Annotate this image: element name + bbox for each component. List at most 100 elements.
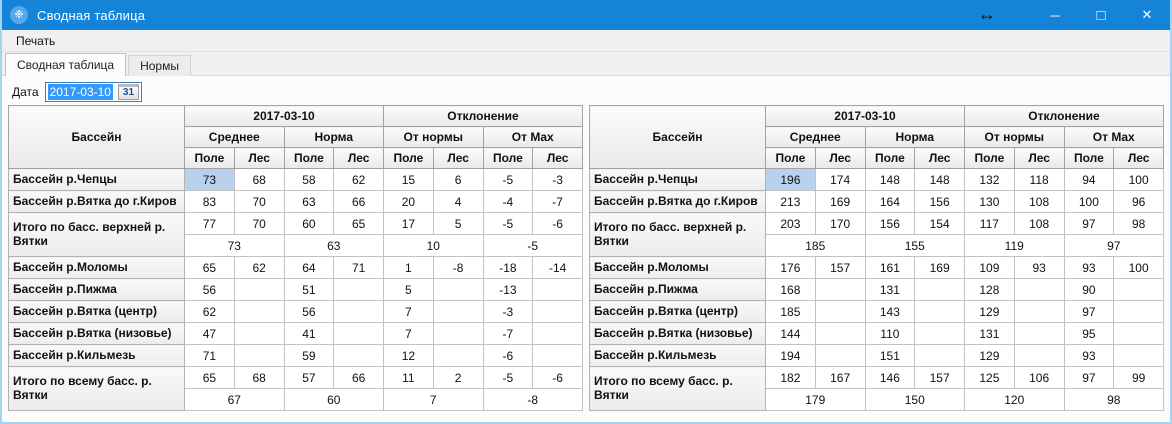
- data-cell[interactable]: 56: [184, 278, 235, 301]
- data-cell[interactable]: 108: [1013, 190, 1065, 213]
- data-cell[interactable]: -13: [482, 278, 534, 301]
- data-cell[interactable]: 1: [383, 256, 434, 279]
- row-label[interactable]: Бассейн р.Вятка (центр): [8, 300, 185, 323]
- data-cell[interactable]: 118: [1013, 168, 1065, 191]
- data-cell[interactable]: 97: [1063, 366, 1115, 389]
- data-cell[interactable]: 156: [914, 190, 965, 213]
- tab-summary-table[interactable]: Сводная таблица: [5, 53, 127, 76]
- data-cell[interactable]: [914, 322, 965, 345]
- data-cell[interactable]: 20: [383, 190, 434, 213]
- data-cell[interactable]: 64: [283, 256, 335, 279]
- row-label[interactable]: Бассейн р.Моломы: [589, 256, 766, 279]
- data-cell[interactable]: [1113, 278, 1164, 301]
- row-label[interactable]: Бассейн р.Моломы: [8, 256, 185, 279]
- data-cell[interactable]: -8: [432, 256, 484, 279]
- total-cell[interactable]: 155: [864, 234, 965, 257]
- data-cell[interactable]: [532, 300, 583, 323]
- row-label[interactable]: Бассейн р.Пижма: [589, 278, 766, 301]
- data-cell[interactable]: 7: [383, 300, 434, 323]
- data-cell[interactable]: -3: [482, 300, 534, 323]
- data-cell[interactable]: [432, 322, 484, 345]
- data-cell[interactable]: 60: [283, 212, 335, 235]
- data-cell[interactable]: 62: [233, 256, 285, 279]
- data-cell[interactable]: 129: [964, 344, 1015, 367]
- data-cell[interactable]: 17: [383, 212, 434, 235]
- data-cell[interactable]: -7: [532, 190, 583, 213]
- data-cell[interactable]: 83: [184, 190, 235, 213]
- row-label[interactable]: Бассейн р.Чепцы: [8, 168, 185, 191]
- data-cell[interactable]: [432, 300, 484, 323]
- data-cell[interactable]: 93: [1063, 256, 1115, 279]
- data-cell[interactable]: [333, 278, 384, 301]
- row-label[interactable]: Бассейн р.Кильмезь: [8, 344, 185, 367]
- data-cell[interactable]: 70: [233, 190, 285, 213]
- total-cell[interactable]: 98: [1063, 388, 1164, 411]
- data-cell[interactable]: [233, 344, 285, 367]
- data-cell[interactable]: [1013, 322, 1065, 345]
- data-cell[interactable]: 100: [1063, 190, 1115, 213]
- data-cell[interactable]: 56: [283, 300, 335, 323]
- data-cell[interactable]: 130: [964, 190, 1015, 213]
- data-cell[interactable]: 154: [914, 212, 965, 235]
- data-cell[interactable]: 169: [814, 190, 866, 213]
- data-cell[interactable]: 148: [864, 168, 916, 191]
- data-cell[interactable]: [233, 278, 285, 301]
- row-label[interactable]: Итого по всему басс. р. Вятки: [589, 366, 766, 411]
- data-cell[interactable]: [914, 300, 965, 323]
- data-cell[interactable]: 110: [864, 322, 916, 345]
- data-cell[interactable]: [333, 300, 384, 323]
- data-cell[interactable]: 100: [1113, 256, 1164, 279]
- data-cell[interactable]: 58: [283, 168, 335, 191]
- data-cell[interactable]: -6: [532, 366, 583, 389]
- data-cell[interactable]: 5: [432, 212, 484, 235]
- data-cell[interactable]: 164: [864, 190, 916, 213]
- row-label[interactable]: Бассейн р.Вятка (центр): [589, 300, 766, 323]
- data-cell[interactable]: [814, 278, 866, 301]
- calendar-button[interactable]: 31: [117, 84, 139, 100]
- data-cell[interactable]: 125: [964, 366, 1015, 389]
- row-label[interactable]: Бассейн р.Вятка до г.Киров: [8, 190, 185, 213]
- data-cell[interactable]: 168: [765, 278, 816, 301]
- data-cell[interactable]: 51: [283, 278, 335, 301]
- data-cell[interactable]: 96: [1113, 190, 1164, 213]
- data-cell[interactable]: [233, 322, 285, 345]
- data-cell[interactable]: 170: [814, 212, 866, 235]
- row-label[interactable]: Итого по всему басс. р. Вятки: [8, 366, 185, 411]
- data-cell[interactable]: -14: [532, 256, 583, 279]
- row-label[interactable]: Итого по басс. верхней р. Вятки: [589, 212, 766, 257]
- data-cell[interactable]: 99: [1113, 366, 1164, 389]
- data-cell[interactable]: 129: [964, 300, 1015, 323]
- data-cell[interactable]: 68: [233, 366, 285, 389]
- data-cell[interactable]: 15: [383, 168, 434, 191]
- data-cell[interactable]: 70: [233, 212, 285, 235]
- data-cell[interactable]: -5: [482, 366, 534, 389]
- data-cell[interactable]: 213: [765, 190, 816, 213]
- total-cell[interactable]: 63: [283, 234, 384, 257]
- total-cell[interactable]: -5: [482, 234, 583, 257]
- maximize-button[interactable]: □: [1096, 6, 1106, 24]
- data-cell[interactable]: 157: [814, 256, 866, 279]
- data-cell[interactable]: 5: [383, 278, 434, 301]
- data-cell[interactable]: 128: [964, 278, 1015, 301]
- data-cell[interactable]: 182: [765, 366, 816, 389]
- total-cell[interactable]: -8: [482, 388, 583, 411]
- data-cell[interactable]: 11: [383, 366, 434, 389]
- data-cell[interactable]: 132: [964, 168, 1015, 191]
- data-cell[interactable]: 77: [184, 212, 235, 235]
- data-cell[interactable]: 98: [1113, 212, 1164, 235]
- data-cell[interactable]: 194: [765, 344, 816, 367]
- data-cell[interactable]: 146: [864, 366, 916, 389]
- data-cell[interactable]: 66: [333, 190, 384, 213]
- data-cell[interactable]: [532, 344, 583, 367]
- data-cell[interactable]: [432, 344, 484, 367]
- data-cell[interactable]: 59: [283, 344, 335, 367]
- data-cell[interactable]: -4: [482, 190, 534, 213]
- data-cell[interactable]: 66: [333, 366, 384, 389]
- data-cell[interactable]: 108: [1013, 212, 1065, 235]
- data-cell[interactable]: 90: [1063, 278, 1115, 301]
- data-cell[interactable]: 106: [1013, 366, 1065, 389]
- data-cell[interactable]: -5: [482, 168, 534, 191]
- row-label[interactable]: Бассейн р.Вятка до г.Киров: [589, 190, 766, 213]
- data-cell[interactable]: -6: [482, 344, 534, 367]
- data-cell[interactable]: 65: [333, 212, 384, 235]
